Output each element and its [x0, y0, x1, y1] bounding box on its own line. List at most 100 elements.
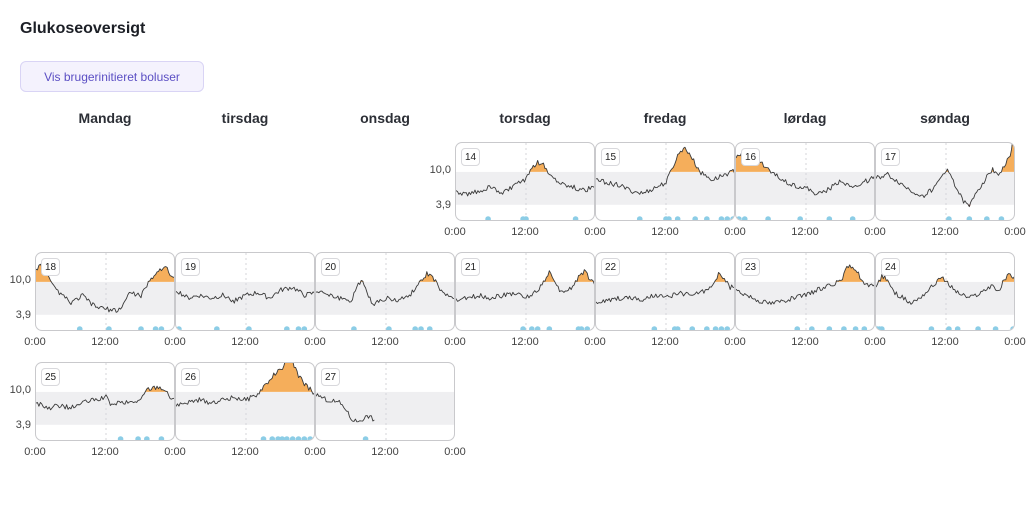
x-tick-label: 12:00: [91, 336, 119, 348]
bolus-dot: [418, 326, 424, 330]
bolus-dot: [176, 326, 182, 330]
bolus-dot: [861, 326, 868, 330]
day-cell-21[interactable]: 21: [455, 252, 595, 331]
day-cell-27[interactable]: 27: [315, 362, 455, 441]
x-tick-label: 12:00: [231, 336, 259, 348]
day-cell-24[interactable]: 24: [875, 252, 1015, 331]
bolus-dot: [295, 326, 302, 330]
bolus-dot: [246, 326, 252, 330]
x-tick-label: 0:00: [304, 446, 326, 458]
x-tick-label: 12:00: [91, 446, 119, 458]
glucose-line: [176, 363, 314, 407]
bolus-dot: [158, 326, 165, 330]
bolus-dot: [928, 326, 935, 330]
bolus-dot: [954, 326, 961, 330]
day-cell-26[interactable]: 26: [175, 362, 315, 441]
y-tick-label-low: 3,9: [15, 418, 31, 431]
day-cell-18[interactable]: 18: [35, 252, 175, 331]
target-range-band: [736, 281, 874, 315]
bolus-dot: [718, 216, 725, 220]
bolus-dot: [724, 326, 731, 330]
bolus-dot: [730, 216, 734, 220]
bolus-dot: [826, 326, 833, 330]
x-tick-label: 0:00: [864, 226, 886, 238]
bolus-dot: [485, 216, 491, 220]
low-glucose-area: [876, 204, 1014, 207]
glucose-day-chart: [736, 253, 874, 330]
target-range-band: [176, 281, 314, 315]
day-cell-19[interactable]: 19: [175, 252, 315, 331]
bolus-dot: [741, 216, 748, 220]
bolus-dot: [546, 326, 553, 330]
bolus-dot: [704, 216, 710, 220]
show-user-bolus-button[interactable]: Vis brugerinitieret boluser: [20, 61, 204, 92]
bolus-dot: [523, 216, 529, 220]
date-badge: 24: [881, 258, 901, 276]
bolus-dot: [76, 326, 83, 330]
high-glucose-area: [36, 264, 174, 282]
bolus-dot: [666, 216, 672, 220]
date-badge: 14: [461, 148, 481, 166]
bolus-dot: [704, 326, 710, 330]
date-badge: 25: [41, 368, 61, 386]
bolus-dot: [841, 326, 847, 330]
target-range-band: [596, 171, 734, 205]
bolus-dot: [736, 216, 742, 220]
bolus-dot: [529, 326, 535, 330]
day-cell-17[interactable]: 17: [875, 142, 1015, 221]
x-tick-label: 12:00: [651, 226, 679, 238]
x-tick-label: 0:00: [724, 336, 746, 348]
bolus-dot: [351, 326, 357, 330]
target-range-band: [876, 281, 1014, 315]
bolus-dot: [362, 436, 369, 440]
day-cell-25[interactable]: 25: [35, 362, 175, 441]
bolus-dot: [975, 326, 981, 330]
bolus-dot: [636, 216, 643, 220]
bolus-dot: [765, 216, 771, 220]
bolus-dot: [852, 326, 859, 330]
bolus-dot: [718, 326, 725, 330]
bolus-dot: [572, 216, 579, 220]
x-tick-label: 0:00: [444, 446, 466, 458]
bolus-dot: [426, 326, 433, 330]
target-range-band: [316, 391, 454, 425]
target-range-band: [876, 171, 1014, 205]
bolus-dot: [520, 326, 526, 330]
date-badge: 20: [321, 258, 341, 276]
glucose-line: [736, 264, 874, 305]
bolus-dot: [984, 216, 990, 220]
glucose-day-chart: [316, 363, 454, 440]
date-badge: 21: [461, 258, 481, 276]
glucose-line: [36, 385, 174, 411]
day-cell-20[interactable]: 20: [315, 252, 455, 331]
day-cell-15[interactable]: 15: [595, 142, 735, 221]
bolus-dot: [117, 436, 124, 440]
x-tick-label: 0:00: [444, 226, 466, 238]
bolus-dot: [301, 326, 308, 330]
x-tick-label: 0:00: [1004, 336, 1026, 348]
glucose-day-chart: [876, 143, 1014, 220]
day-cell-16[interactable]: 16: [735, 142, 875, 221]
glucose-line: [456, 269, 594, 302]
day-cell-14[interactable]: 14: [455, 142, 595, 221]
date-badge: 17: [881, 148, 901, 166]
bolus-dot: [689, 326, 696, 330]
high-glucose-area: [36, 386, 174, 392]
date-badge: 18: [41, 258, 61, 276]
bolus-dot: [712, 326, 719, 330]
day-cell-23[interactable]: 23: [735, 252, 875, 331]
weekday-header-thursday: torsdag: [499, 110, 551, 126]
y-tick-label-high: 10,0: [429, 163, 451, 176]
glucose-day-chart: [316, 253, 454, 330]
glucose-line: [176, 286, 314, 304]
x-tick-label: 12:00: [791, 226, 819, 238]
day-cell-22[interactable]: 22: [595, 252, 735, 331]
bolus-dot: [138, 326, 144, 330]
date-badge: 27: [321, 368, 341, 386]
target-range-band: [456, 171, 594, 205]
y-tick-label-low: 3,9: [15, 308, 31, 321]
glucose-day-chart: [456, 253, 594, 330]
bolus-dot: [214, 326, 220, 330]
bolus-dot: [534, 326, 541, 330]
glucose-line: [596, 272, 734, 305]
